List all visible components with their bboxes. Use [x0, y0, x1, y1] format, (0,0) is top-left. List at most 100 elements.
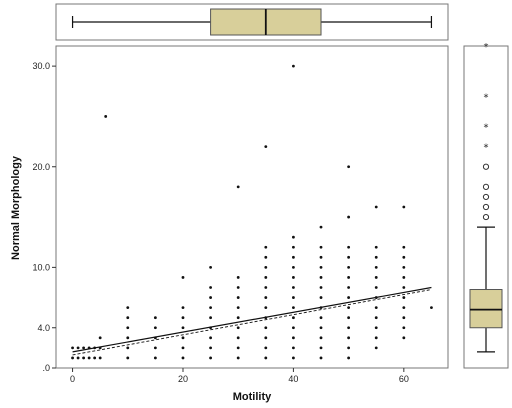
data-point: [82, 346, 86, 350]
y-box-outlier: [482, 203, 490, 211]
data-point: [347, 245, 351, 249]
data-point: [236, 185, 240, 189]
data-point: [209, 316, 212, 320]
data-point: [209, 296, 212, 299]
data-point: [374, 326, 378, 330]
y-tick-label: 30.0: [32, 61, 50, 71]
data-point: [104, 115, 108, 118]
data-point: [319, 276, 323, 279]
data-point: [347, 286, 351, 289]
fit-line: [72, 286, 432, 353]
data-point: [402, 276, 406, 279]
data-point: [319, 286, 323, 289]
y-box-extreme: *: [484, 42, 489, 53]
data-point: [153, 316, 157, 320]
data-point: [374, 276, 378, 279]
y-tick-label: 20.0: [32, 162, 50, 172]
data-point: [153, 326, 157, 330]
data-point: [402, 306, 406, 310]
scatter-points: [71, 64, 433, 360]
data-point: [347, 306, 351, 310]
data-point: [181, 326, 185, 330]
data-point: [347, 296, 351, 299]
data-point: [76, 346, 80, 350]
data-point: [87, 356, 91, 360]
data-point: [347, 276, 351, 279]
data-point: [402, 245, 406, 249]
data-point: [402, 326, 406, 330]
y-tick-label: .0: [42, 363, 50, 373]
data-point: [319, 245, 323, 249]
data-point: [264, 356, 268, 360]
data-point: [181, 306, 185, 310]
data-point: [153, 356, 157, 360]
x-tick-label: 0: [70, 374, 75, 384]
data-point: [292, 316, 295, 320]
data-point: [402, 316, 406, 320]
data-point: [236, 276, 240, 279]
data-point: [402, 255, 406, 259]
data-point: [209, 336, 212, 340]
data-point: [236, 346, 240, 350]
data-point: [292, 265, 295, 269]
data-point: [264, 286, 268, 289]
x-tick-label: 20: [178, 374, 188, 384]
data-point: [347, 165, 351, 169]
data-point: [181, 316, 185, 320]
data-point: [347, 255, 351, 259]
data-point: [374, 205, 378, 209]
data-point: [264, 306, 268, 310]
data-point: [71, 346, 74, 350]
data-point: [430, 306, 433, 310]
y-box-extreme: *: [484, 92, 489, 103]
data-point: [292, 286, 295, 289]
data-point: [292, 306, 295, 310]
x-axis-title: Motility: [233, 391, 272, 403]
data-point: [292, 235, 295, 239]
data-point: [236, 336, 240, 340]
data-point: [236, 326, 240, 330]
data-point: [347, 356, 351, 360]
data-point: [98, 356, 102, 360]
data-point: [319, 336, 323, 340]
data-point: [181, 346, 185, 350]
data-point: [236, 356, 240, 360]
data-point: [236, 296, 240, 299]
data-point: [374, 316, 378, 320]
data-point: [126, 346, 130, 350]
data-point: [374, 306, 378, 310]
data-point: [292, 255, 295, 259]
data-point: [347, 326, 351, 330]
data-point: [347, 265, 351, 269]
y-box-outlier: [482, 213, 490, 221]
data-point: [181, 356, 185, 360]
data-point: [347, 346, 351, 350]
data-point: [347, 215, 351, 219]
data-point: [402, 286, 406, 289]
y-box-outlier: [482, 163, 490, 170]
data-point: [71, 356, 74, 360]
data-point: [319, 265, 323, 269]
data-point: [209, 356, 212, 360]
axes: 0 20 40 60 .0 4.0 10.0 20.0 30.0: [32, 61, 408, 384]
data-point: [209, 265, 212, 269]
y-box-extreme: *: [484, 123, 489, 134]
data-point: [181, 276, 185, 279]
data-point: [126, 336, 130, 340]
data-point: [264, 265, 268, 269]
data-point: [374, 336, 378, 340]
x-tick-label: 60: [399, 374, 409, 384]
y-tick-label: 4.0: [37, 323, 50, 333]
data-point: [319, 346, 323, 350]
data-point: [374, 286, 378, 289]
data-point: [153, 346, 157, 350]
data-point: [264, 296, 268, 299]
data-point: [319, 225, 323, 229]
data-point: [292, 336, 295, 340]
fit-line-dashed: [72, 289, 432, 356]
data-point: [82, 356, 86, 360]
y-tick-label: 10.0: [32, 262, 50, 272]
data-point: [126, 356, 130, 360]
data-point: [292, 64, 295, 68]
